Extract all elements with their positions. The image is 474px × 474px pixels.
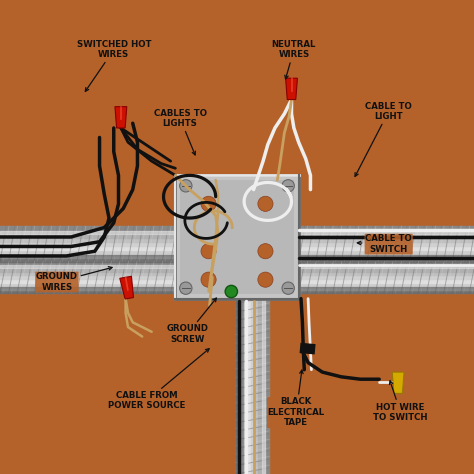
Text: CABLES TO
LIGHTS: CABLES TO LIGHTS [154, 109, 207, 155]
Circle shape [201, 272, 216, 287]
Polygon shape [120, 276, 134, 299]
Bar [180, 180, 294, 294]
Circle shape [282, 180, 294, 192]
Text: SWITCHED HOT
WIRES: SWITCHED HOT WIRES [76, 40, 151, 91]
Circle shape [282, 282, 294, 294]
Circle shape [201, 244, 216, 259]
Text: GROUND
SCREW: GROUND SCREW [166, 298, 216, 344]
Text: CABLE FROM
POWER SOURCE: CABLE FROM POWER SOURCE [108, 349, 209, 410]
Circle shape [225, 285, 237, 298]
Circle shape [180, 282, 192, 294]
Circle shape [201, 196, 216, 211]
Circle shape [258, 272, 273, 287]
Polygon shape [115, 107, 127, 128]
Text: GROUND
WIRES: GROUND WIRES [36, 267, 112, 292]
Text: CABLE TO
LIGHT: CABLE TO LIGHT [355, 102, 412, 176]
Text: NEUTRAL
WIRES: NEUTRAL WIRES [272, 40, 316, 79]
Text: CABLE TO
SWITCH: CABLE TO SWITCH [357, 235, 412, 254]
Bar [175, 175, 299, 299]
Polygon shape [392, 372, 404, 393]
Circle shape [258, 196, 273, 211]
Text: BLACK
ELECTRICAL
TAPE: BLACK ELECTRICAL TAPE [268, 370, 325, 427]
Circle shape [180, 180, 192, 192]
Polygon shape [285, 78, 298, 100]
Bar [300, 343, 316, 355]
Circle shape [258, 244, 273, 259]
Text: HOT WIRE
TO SWITCH: HOT WIRE TO SWITCH [374, 381, 428, 422]
